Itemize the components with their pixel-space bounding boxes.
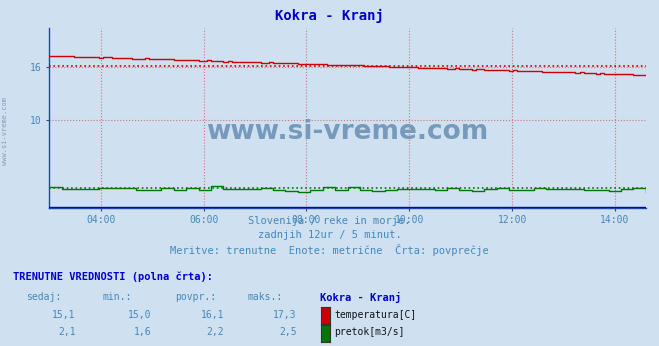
Text: Slovenija / reke in morje.: Slovenija / reke in morje. [248,216,411,226]
Text: 2,1: 2,1 [58,327,76,337]
Text: Kokra - Kranj: Kokra - Kranj [275,9,384,22]
Text: pretok[m3/s]: pretok[m3/s] [334,327,405,337]
Text: maks.:: maks.: [247,292,282,302]
Text: 17,3: 17,3 [273,310,297,320]
Text: Meritve: trenutne  Enote: metrične  Črta: povprečje: Meritve: trenutne Enote: metrične Črta: … [170,244,489,256]
Text: Kokra - Kranj: Kokra - Kranj [320,292,401,303]
Text: temperatura[C]: temperatura[C] [334,310,416,320]
Text: povpr.:: povpr.: [175,292,215,302]
Text: 2,2: 2,2 [206,327,224,337]
Text: www.si-vreme.com: www.si-vreme.com [2,98,9,165]
Text: 15,0: 15,0 [128,310,152,320]
Text: www.si-vreme.com: www.si-vreme.com [206,119,489,145]
Text: 2,5: 2,5 [279,327,297,337]
Text: TRENUTNE VREDNOSTI (polna črta):: TRENUTNE VREDNOSTI (polna črta): [13,272,213,282]
Text: 16,1: 16,1 [200,310,224,320]
Text: zadnjih 12ur / 5 minut.: zadnjih 12ur / 5 minut. [258,230,401,240]
Text: min.:: min.: [102,292,132,302]
Text: sedaj:: sedaj: [26,292,61,302]
Text: 1,6: 1,6 [134,327,152,337]
Text: 15,1: 15,1 [52,310,76,320]
